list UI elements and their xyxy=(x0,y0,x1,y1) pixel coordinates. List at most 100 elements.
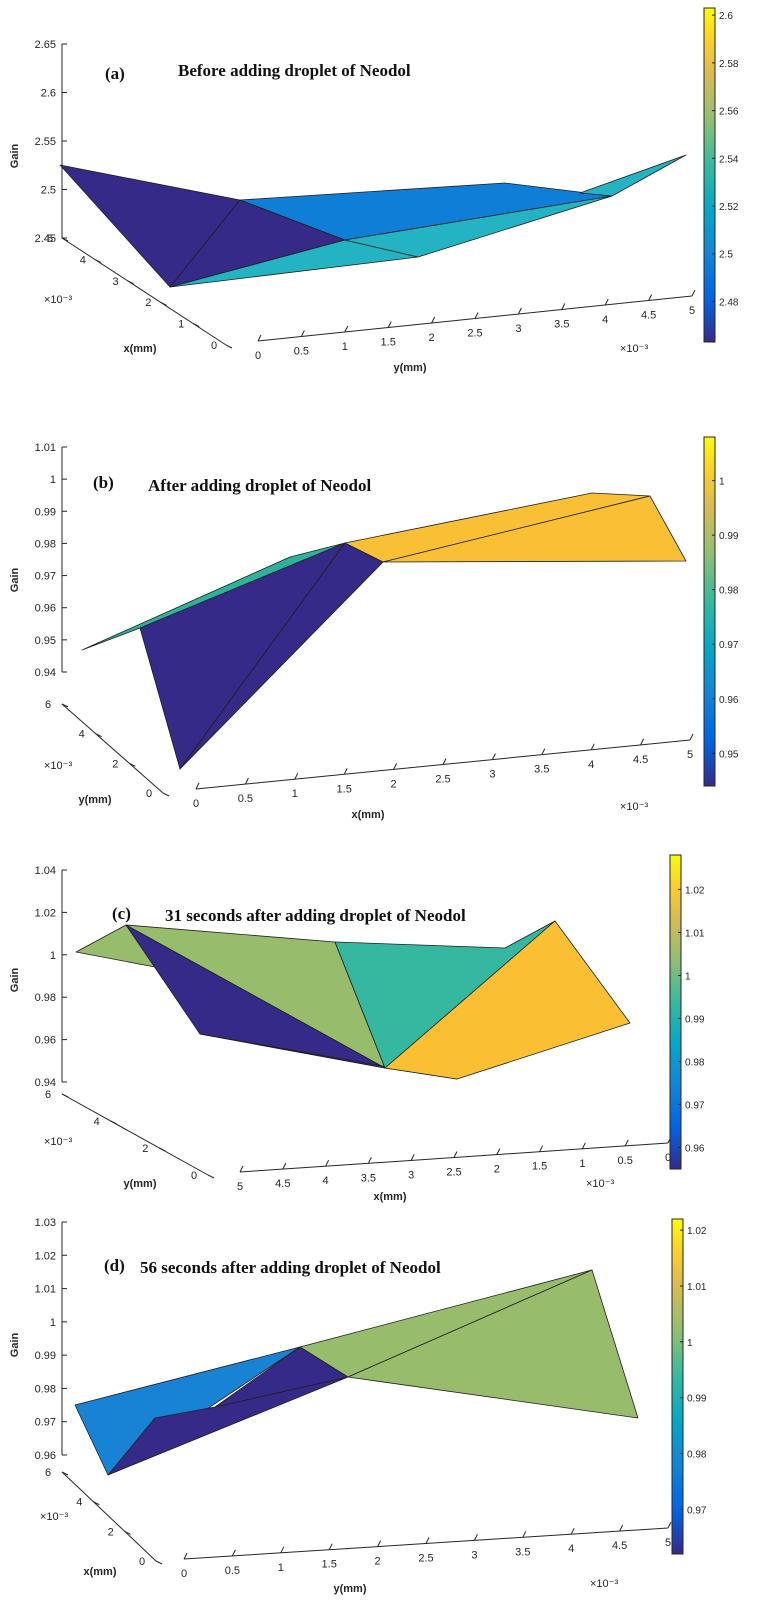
depth-tick xyxy=(162,792,170,797)
colorbar xyxy=(703,7,716,343)
depth-tick xyxy=(61,237,69,242)
z-tick-label: 1 xyxy=(50,1317,56,1329)
bottom-tick xyxy=(453,1151,458,1158)
colorbar-tick-label: 0.98 xyxy=(719,586,739,597)
x-axis-label: x(mm) xyxy=(351,809,384,821)
bottom-tick xyxy=(387,321,392,328)
colorbar-tick-label: 2.6 xyxy=(719,11,733,22)
bottom-tick-label: 2 xyxy=(391,778,397,790)
colorbar-tick-label: 0.97 xyxy=(719,640,739,651)
colorbar-tick-label: 2.52 xyxy=(719,202,739,213)
colorbar-tick-label: 1 xyxy=(685,971,691,982)
bottom-tick-label: 0.5 xyxy=(294,346,309,358)
colorbar-tick-label: 0.98 xyxy=(685,1057,705,1068)
bottom-tick-label: 0 xyxy=(181,1568,187,1580)
depth-scale-note: ×10⁻³ xyxy=(586,1178,614,1190)
depth-scale-note: ×10⁻³ xyxy=(44,294,72,306)
colorbar-tick-label: 0.99 xyxy=(719,531,739,542)
depth-tick-label: 0 xyxy=(191,1170,197,1182)
bottom-tick xyxy=(367,1157,372,1164)
depth-scale-note: ×10⁻³ xyxy=(620,801,648,813)
depth-tick xyxy=(110,1120,117,1125)
depth-tick-label: 6 xyxy=(45,1467,51,1479)
z-tick-label: 2.5 xyxy=(41,185,56,197)
z-tick-label: 0.97 xyxy=(35,571,56,583)
z-tick-label: 1.02 xyxy=(35,1250,56,1262)
bottom-tick-label: 3.5 xyxy=(534,764,549,776)
surface-patch xyxy=(344,195,613,258)
depth-tick-label: 4 xyxy=(79,729,85,741)
z-tick-label: 1.01 xyxy=(35,1284,56,1296)
x-axis-label: x(mm) xyxy=(373,1191,406,1203)
bottom-tick xyxy=(640,738,645,746)
bottom-tick-label: 3 xyxy=(471,1549,477,1561)
depth-tick xyxy=(207,1174,215,1179)
colorbar xyxy=(671,1218,684,1555)
depth-tick xyxy=(160,301,167,306)
colorbar-tick-label: 2.58 xyxy=(719,59,739,70)
bottom-tick-label: 2.5 xyxy=(435,774,450,786)
z-tick-label: 0.98 xyxy=(35,992,56,1004)
z-axis-label: Gain xyxy=(9,1332,21,1357)
bottom-tick xyxy=(667,1521,672,1529)
z-tick-label: 1.04 xyxy=(35,865,56,877)
bottom-tick-label: 4.5 xyxy=(641,310,656,322)
depth-tick xyxy=(155,1560,163,1565)
colorbar-tick-label: 2.48 xyxy=(719,297,739,308)
depth-tick-label: 2 xyxy=(145,297,151,309)
bottom-tick-label: 1.5 xyxy=(532,1161,547,1173)
colorbar-tick-label: 1 xyxy=(719,477,725,488)
panel-title: After adding droplet of Neodol xyxy=(148,476,371,495)
bottom-tick-label: 2 xyxy=(375,1556,381,1568)
bottom-tick-label: 1.5 xyxy=(381,337,396,349)
surface-patch xyxy=(74,1346,301,1476)
depth-tick-label: 6 xyxy=(45,699,51,711)
bottom-tick xyxy=(294,772,299,780)
depth-tick-label: 0 xyxy=(146,788,152,800)
bottom-tick-label: 1.5 xyxy=(337,783,352,795)
depth-tick-label: 2 xyxy=(112,758,118,770)
bottom-tick-label: 1 xyxy=(579,1158,585,1170)
bottom-tick xyxy=(689,733,694,741)
depth-axis-line xyxy=(61,703,164,794)
y-axis-label: y(mm) xyxy=(78,794,111,806)
depth-scale-note: ×10⁻³ xyxy=(40,1511,68,1523)
y-axis-label: y(mm) xyxy=(333,1583,366,1595)
bottom-tick xyxy=(619,1524,624,1532)
bottom-tick-label: 5 xyxy=(687,749,693,761)
bottom-tick xyxy=(474,312,479,319)
depth-tick-label: 4 xyxy=(80,254,86,266)
bottom-tick-label: 1 xyxy=(292,788,298,800)
depth-axis-line xyxy=(61,1471,157,1562)
bottom-tick xyxy=(691,289,696,297)
panel-title: Before adding droplet of Neodol xyxy=(178,61,411,80)
bottom-tick-label: 0 xyxy=(665,1152,671,1164)
z-tick-label: 0.98 xyxy=(35,538,56,550)
bottom-tick xyxy=(239,1165,244,1173)
z-tick-label: 0.94 xyxy=(35,667,56,679)
bottom-tick xyxy=(257,334,262,342)
colorbar-tick-label: 0.97 xyxy=(687,1505,707,1516)
colorbar-tick-label: 1.02 xyxy=(687,1226,707,1237)
bottom-tick xyxy=(648,294,653,301)
bottom-tick xyxy=(231,1549,236,1557)
colorbar-tick-label: 2.56 xyxy=(719,107,739,118)
colorbar xyxy=(703,436,716,787)
bottom-tick xyxy=(590,743,595,751)
bottom-tick-label: 3 xyxy=(515,323,521,335)
depth-tick xyxy=(159,1147,166,1152)
colorbar-tick-label: 2.54 xyxy=(719,154,739,165)
bottom-tick xyxy=(517,307,522,315)
depth-tick-label: 2 xyxy=(142,1143,148,1155)
bottom-scale-note: ×10⁻³ xyxy=(44,760,72,772)
bottom-tick xyxy=(344,325,349,333)
colorbar-tick-label: 0.97 xyxy=(685,1100,705,1111)
bottom-tick xyxy=(244,777,249,785)
bottom-tick xyxy=(280,1546,285,1554)
z-tick-label: 0.96 xyxy=(35,1450,56,1462)
bottom-tick xyxy=(328,1543,333,1550)
depth-tick-label: 3 xyxy=(113,276,119,288)
bottom-tick xyxy=(300,330,305,337)
